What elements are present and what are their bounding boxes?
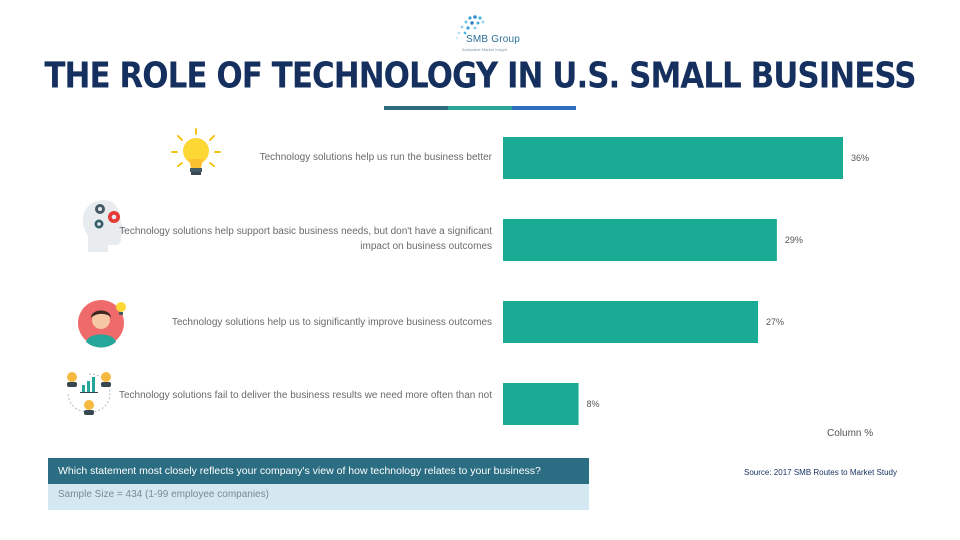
bar-1 — [503, 137, 843, 179]
title-rule — [384, 106, 576, 110]
lightbulb-icon — [171, 128, 221, 175]
person-idea-icon — [78, 300, 126, 348]
survey-question: Which statement most closely reflects yo… — [48, 458, 589, 484]
logo-dots-icon — [456, 15, 485, 39]
bar-value-label-1: 36% — [851, 153, 869, 163]
smb-group-logo: SMB Group Actionable Market Insight — [440, 14, 530, 52]
bar-value-label-3: 27% — [766, 317, 784, 327]
category-label-1: Technology solutions help us run the bus… — [259, 152, 492, 163]
people-chart-icon — [67, 372, 111, 415]
category-label-4: Technology solutions fail to deliver the… — [119, 390, 492, 401]
bar-value-label-2: 29% — [785, 235, 803, 245]
category-label-2: Technology solutions help support basic … — [119, 226, 492, 252]
bar-4 — [503, 383, 579, 425]
logo-tagline: Actionable Market Insight — [462, 47, 507, 52]
head-gears-icon — [82, 200, 126, 252]
bar-2 — [503, 219, 777, 261]
page-title: THE ROLE OF TECHNOLOGY IN U.S. SMALL BUS… — [44, 55, 916, 97]
sample-size: Sample Size = 434 (1-99 employee compani… — [48, 484, 589, 510]
source-note: Source: 2017 SMB Routes to Market Study — [744, 468, 897, 477]
axis-title: Column % — [827, 428, 874, 439]
logo-name: SMB Group — [466, 34, 521, 45]
bar-value-label-4: 8% — [587, 399, 600, 409]
category-label-3: Technology solutions help us to signific… — [171, 317, 492, 328]
bar-3 — [503, 301, 758, 343]
